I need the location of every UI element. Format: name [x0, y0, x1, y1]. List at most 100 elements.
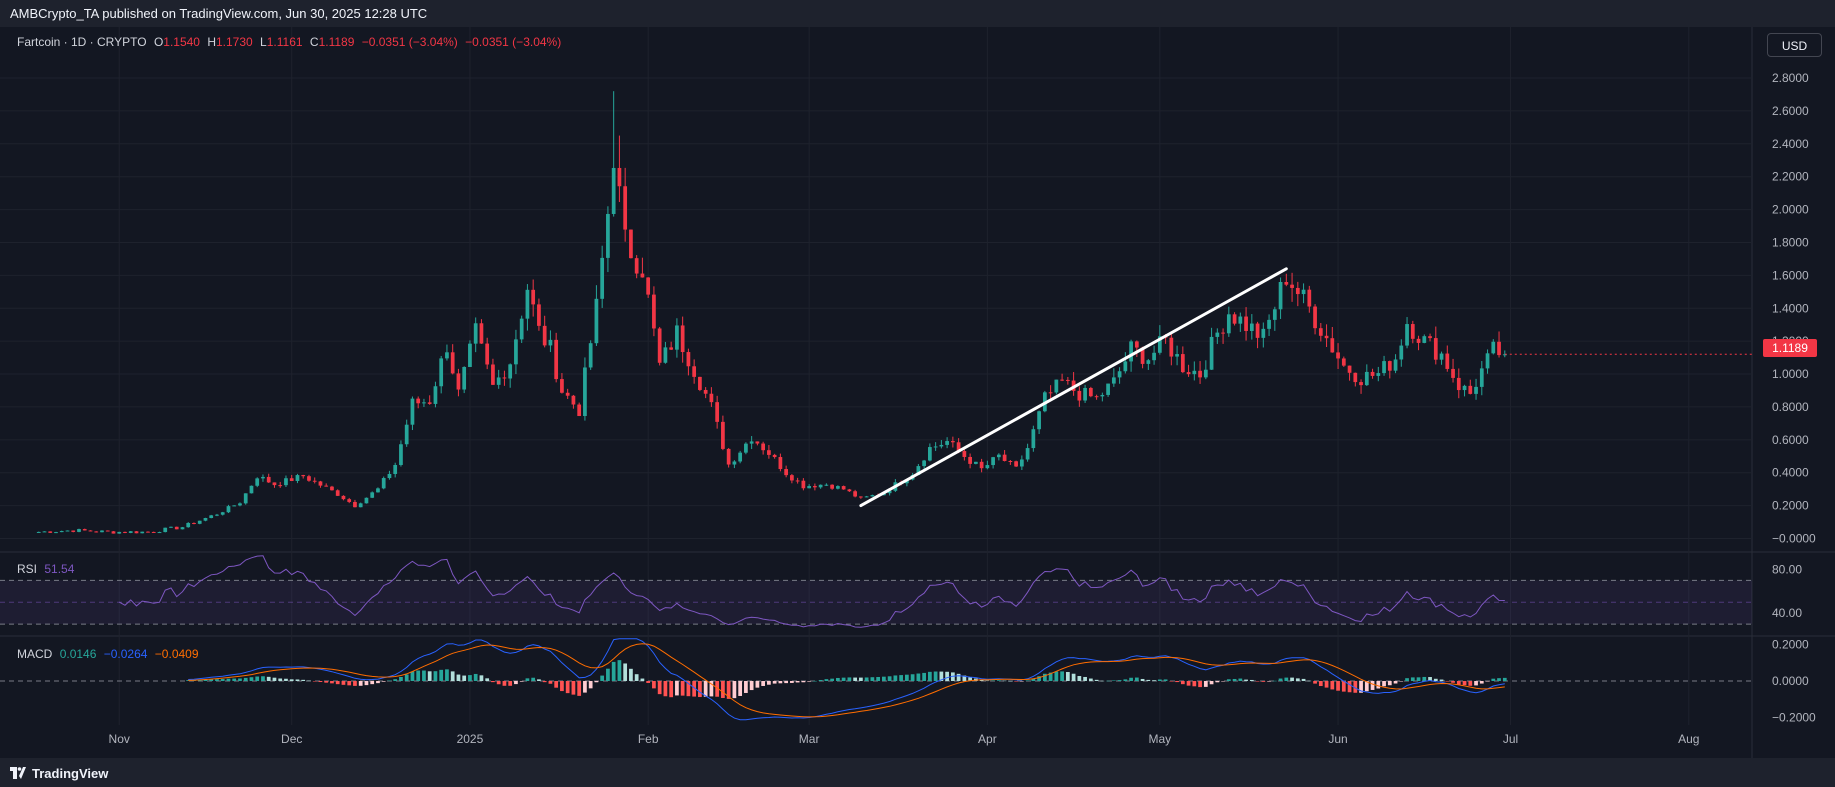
candle-body: [1307, 289, 1312, 307]
candle-body: [1065, 379, 1070, 381]
macd-histogram-bar: [600, 675, 605, 681]
macd-histogram-bar: [818, 679, 823, 681]
macd-histogram-bar: [905, 674, 909, 681]
macd-histogram-bar: [1238, 678, 1243, 681]
candle-body: [387, 473, 392, 479]
tradingview-logo[interactable]: TradingView: [10, 765, 108, 781]
macd-histogram-bar: [1497, 678, 1501, 681]
macd-histogram-bar: [560, 681, 564, 692]
macd-histogram-bar: [813, 680, 817, 682]
candle-body: [1284, 281, 1289, 285]
candle-body: [548, 339, 553, 346]
candle-body: [295, 475, 300, 481]
candle-body: [692, 366, 697, 377]
macd-histogram-bar: [376, 681, 380, 684]
macd-tick-label: 0.2000: [1772, 637, 1809, 651]
candle-body: [186, 522, 191, 528]
macd-histogram-bar: [864, 677, 869, 681]
candle-body: [790, 475, 794, 481]
candle-body: [203, 518, 208, 521]
high-value: 1.1730: [216, 35, 253, 49]
candle-body: [261, 476, 265, 479]
candle-body: [640, 273, 645, 278]
macd-histogram-bar: [508, 681, 513, 686]
macd-histogram-bar: [887, 676, 892, 681]
candle-body: [42, 531, 47, 533]
candle-body: [1054, 379, 1059, 393]
macd-histogram-bar: [243, 677, 248, 681]
macd-pane: 0.2000 0.0000 −0.2000: [0, 637, 1816, 725]
candle-body: [1255, 323, 1260, 338]
macd-histogram-bar: [640, 678, 645, 681]
macd-value-2: −0.0264: [103, 647, 148, 661]
macd-histogram-bar: [1163, 679, 1168, 681]
macd-histogram-bar: [732, 681, 737, 699]
macd-histogram-bar: [784, 681, 789, 684]
grid-lines: [0, 27, 1835, 758]
macd-histogram-bar: [588, 681, 593, 689]
low-value: 1.1161: [266, 35, 303, 49]
symbol-title[interactable]: Fartcoin · 1D · CRYPTO: [17, 35, 147, 49]
candle-body: [853, 491, 857, 497]
macd-histogram-bar: [266, 676, 271, 681]
macd-histogram-bar: [956, 673, 961, 681]
candle-body: [1100, 394, 1105, 397]
candle-body: [755, 441, 760, 444]
macd-histogram-bar: [795, 681, 800, 683]
tradingview-logo-icon: [10, 767, 26, 779]
candle-body: [1318, 328, 1323, 336]
candle-body: [94, 531, 99, 533]
candle-body: [335, 490, 340, 496]
candle-body: [1249, 323, 1254, 331]
candle-body: [439, 358, 444, 387]
rsi-value: 51.54: [44, 562, 75, 576]
candle-body: [646, 277, 651, 295]
candle-body: [1295, 287, 1300, 295]
candle-body: [611, 167, 616, 214]
currency-button[interactable]: USD: [1767, 33, 1822, 57]
candle-body: [634, 258, 639, 274]
macd-histogram-bar: [652, 681, 656, 689]
candle-body: [841, 486, 846, 490]
open-value: 1.1540: [163, 35, 200, 49]
candle-body: [1301, 289, 1306, 295]
candle-body: [1025, 448, 1030, 460]
candle-body: [1445, 353, 1450, 369]
candle-body: [1008, 461, 1013, 463]
macd-histogram-bar: [215, 679, 219, 681]
y-tick-label: 0.2000: [1772, 499, 1809, 513]
candle-body: [732, 461, 737, 465]
macd-histogram-bar: [456, 674, 461, 681]
candle-body: [1244, 316, 1248, 331]
candle-body: [962, 451, 967, 457]
macd-histogram-bar: [1399, 681, 1404, 682]
candle-body: [358, 503, 363, 508]
macd-histogram-bar: [1324, 681, 1329, 688]
macd-histogram-bar: [1094, 679, 1099, 681]
macd-histogram-bar: [1180, 681, 1185, 685]
macd-histogram-bar: [726, 681, 731, 699]
macd-histogram-bar: [824, 679, 829, 681]
candle-body: [238, 503, 242, 506]
macd-histogram-bar: [882, 676, 886, 681]
candle-body: [111, 531, 116, 534]
chart-area[interactable]: Nov Dec 2025 Feb Mar Apr May Jun Jul Aug 2.80002.…: [0, 27, 1835, 758]
candle-body: [1341, 358, 1346, 366]
x-tick-label: Dec: [281, 732, 302, 746]
rsi-label[interactable]: RSI: [17, 562, 38, 576]
candle-body: [818, 484, 823, 488]
candle-body: [571, 395, 576, 405]
candle-body: [163, 527, 168, 533]
macd-histogram-bar: [439, 669, 444, 681]
candle-body: [427, 402, 432, 404]
candle-body: [795, 480, 800, 482]
macd-label[interactable]: MACD: [17, 647, 53, 661]
candle-body: [985, 465, 990, 469]
macd-histogram-bar: [479, 675, 484, 681]
macd-signal-line: [188, 643, 1505, 718]
macd-histogram-bar: [767, 681, 771, 685]
macd-histogram-bar: [548, 681, 553, 684]
candle-body: [491, 364, 495, 385]
macd-histogram-bar: [1382, 681, 1386, 687]
candle-body: [1399, 345, 1404, 360]
